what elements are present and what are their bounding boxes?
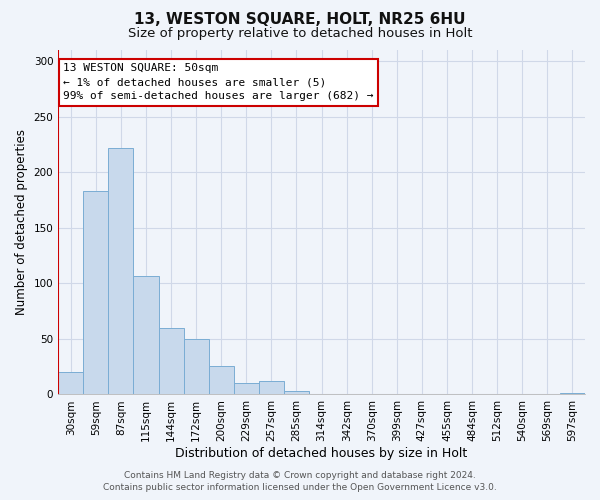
Bar bbox=[83, 191, 109, 394]
Bar bbox=[109, 148, 133, 394]
Bar bbox=[284, 391, 309, 394]
Bar bbox=[184, 339, 209, 394]
Y-axis label: Number of detached properties: Number of detached properties bbox=[15, 129, 28, 315]
Bar bbox=[58, 372, 83, 394]
Bar bbox=[234, 384, 259, 394]
Text: 13 WESTON SQUARE: 50sqm
← 1% of detached houses are smaller (5)
99% of semi-deta: 13 WESTON SQUARE: 50sqm ← 1% of detached… bbox=[63, 64, 374, 102]
X-axis label: Distribution of detached houses by size in Holt: Distribution of detached houses by size … bbox=[175, 447, 468, 460]
Text: Contains HM Land Registry data © Crown copyright and database right 2024.
Contai: Contains HM Land Registry data © Crown c… bbox=[103, 471, 497, 492]
Bar bbox=[259, 381, 284, 394]
Text: Size of property relative to detached houses in Holt: Size of property relative to detached ho… bbox=[128, 28, 472, 40]
Bar bbox=[133, 276, 158, 394]
Bar bbox=[209, 366, 234, 394]
Text: 13, WESTON SQUARE, HOLT, NR25 6HU: 13, WESTON SQUARE, HOLT, NR25 6HU bbox=[134, 12, 466, 28]
Bar bbox=[158, 328, 184, 394]
